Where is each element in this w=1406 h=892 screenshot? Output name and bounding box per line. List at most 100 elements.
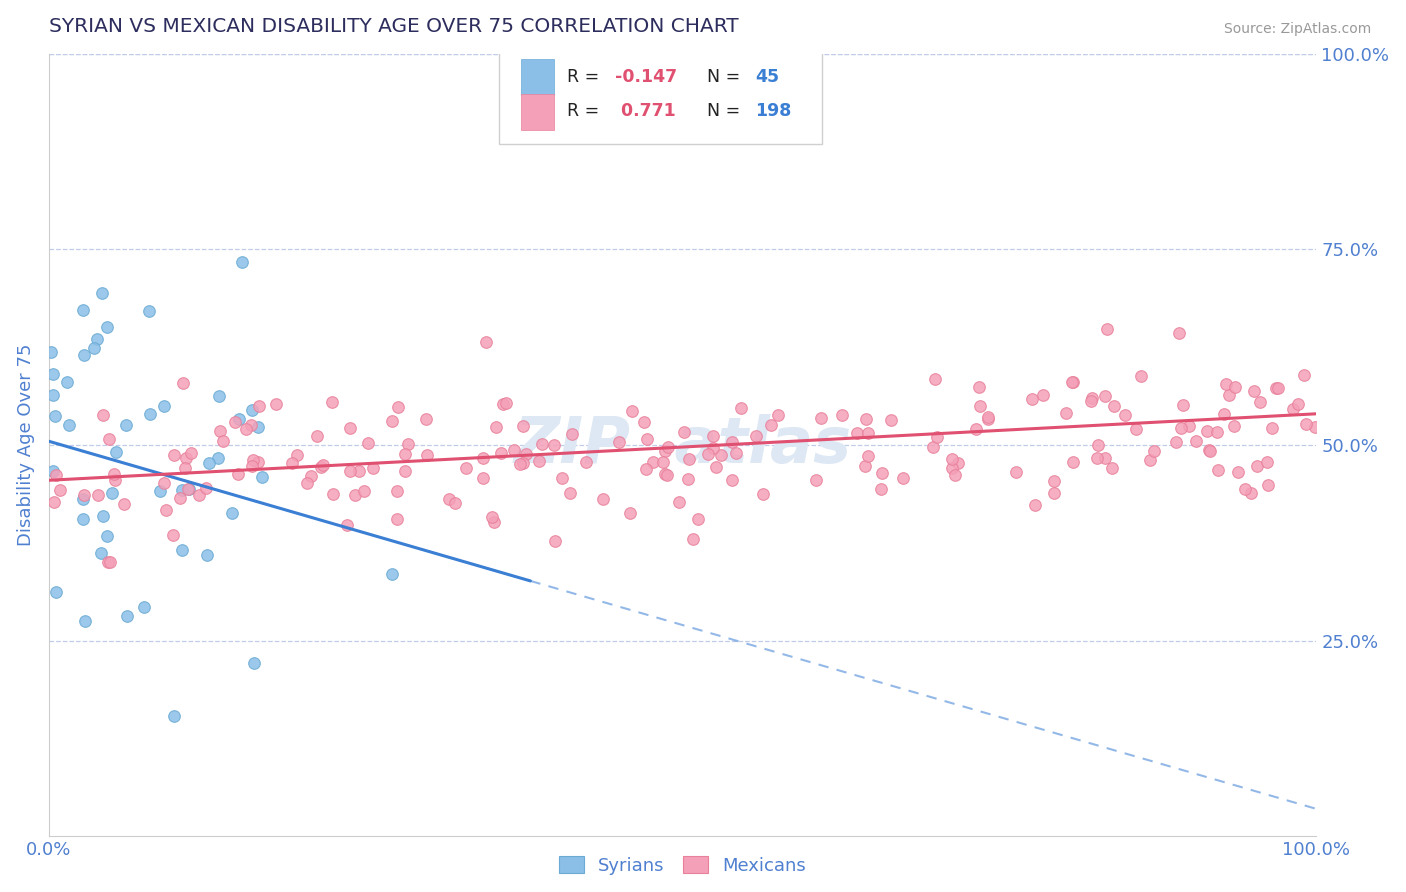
Point <box>1198 442 1220 457</box>
Point <box>312 458 335 472</box>
Y-axis label: Disability Age Over 75: Disability Age Over 75 <box>17 343 35 546</box>
Point <box>114 417 136 432</box>
Point <box>228 412 250 426</box>
Point <box>891 471 914 485</box>
FancyBboxPatch shape <box>522 94 554 129</box>
Point <box>247 399 270 413</box>
Point <box>1286 397 1309 411</box>
Point <box>1249 395 1271 409</box>
Point <box>381 566 404 581</box>
Point <box>527 454 550 468</box>
Point <box>195 548 218 562</box>
Point <box>231 255 253 269</box>
Point <box>672 425 695 440</box>
Point <box>41 345 63 359</box>
Point <box>96 529 118 543</box>
Point <box>285 449 308 463</box>
Point <box>492 397 515 411</box>
Point <box>1267 381 1289 395</box>
Text: R =: R = <box>567 68 605 86</box>
Point <box>356 435 378 450</box>
Point <box>654 467 676 482</box>
Point <box>339 420 361 434</box>
Point <box>1218 388 1240 402</box>
Point <box>503 442 526 457</box>
Point <box>83 341 105 355</box>
Point <box>688 512 710 526</box>
Point <box>396 437 419 451</box>
Point <box>91 509 114 524</box>
Point <box>180 446 202 460</box>
Point <box>72 491 94 506</box>
Point <box>1265 381 1288 395</box>
Point <box>724 446 747 460</box>
Point <box>1173 398 1195 412</box>
Point <box>172 376 194 390</box>
Point <box>45 585 67 599</box>
Text: N =: N = <box>707 102 745 120</box>
Point <box>224 415 246 429</box>
Point <box>474 334 496 349</box>
Point <box>1305 419 1327 434</box>
Point <box>138 304 160 318</box>
Point <box>42 495 65 509</box>
Point <box>174 460 197 475</box>
Point <box>1114 408 1136 422</box>
Point <box>1205 425 1227 440</box>
Point <box>759 417 782 432</box>
Point <box>636 432 658 446</box>
Point <box>682 532 704 546</box>
Point <box>162 527 184 541</box>
Point <box>657 440 679 454</box>
Point <box>246 455 269 469</box>
Point <box>948 456 970 470</box>
Point <box>174 450 197 465</box>
Point <box>1261 421 1284 435</box>
Point <box>484 516 506 530</box>
Point <box>651 455 673 469</box>
Point <box>710 448 733 462</box>
Point <box>242 459 264 474</box>
Point <box>766 408 789 422</box>
Point <box>240 403 263 417</box>
Point <box>387 400 409 414</box>
Point <box>853 458 876 473</box>
Point <box>100 485 122 500</box>
Point <box>702 429 724 443</box>
Point <box>967 380 990 394</box>
Point <box>668 495 690 509</box>
Point <box>856 449 879 463</box>
Point <box>44 409 66 423</box>
Point <box>394 446 416 460</box>
Legend: Syrians, Mexicans: Syrians, Mexicans <box>551 849 814 882</box>
Point <box>1102 400 1125 414</box>
Point <box>153 476 176 491</box>
Point <box>515 447 537 461</box>
Point <box>105 445 128 459</box>
Point <box>870 482 893 496</box>
Point <box>103 467 125 481</box>
Point <box>721 474 744 488</box>
Point <box>339 464 361 478</box>
Point <box>444 496 467 510</box>
Point <box>197 457 219 471</box>
Text: SYRIAN VS MEXICAN DISABILITY AGE OVER 75 CORRELATION CHART: SYRIAN VS MEXICAN DISABILITY AGE OVER 75… <box>49 17 738 36</box>
Point <box>976 410 998 425</box>
Point <box>1043 485 1066 500</box>
Point <box>1139 453 1161 467</box>
Point <box>385 484 408 499</box>
Point <box>495 396 517 410</box>
Point <box>512 456 534 470</box>
Point <box>924 372 946 386</box>
Point <box>1054 406 1077 420</box>
Point <box>1227 465 1250 479</box>
Point <box>91 408 114 422</box>
Point <box>921 440 943 454</box>
Point <box>1197 425 1219 439</box>
FancyBboxPatch shape <box>499 50 823 144</box>
Point <box>98 432 121 446</box>
Point <box>246 420 269 434</box>
Point <box>592 492 614 507</box>
Point <box>240 418 263 433</box>
Point <box>654 444 676 458</box>
